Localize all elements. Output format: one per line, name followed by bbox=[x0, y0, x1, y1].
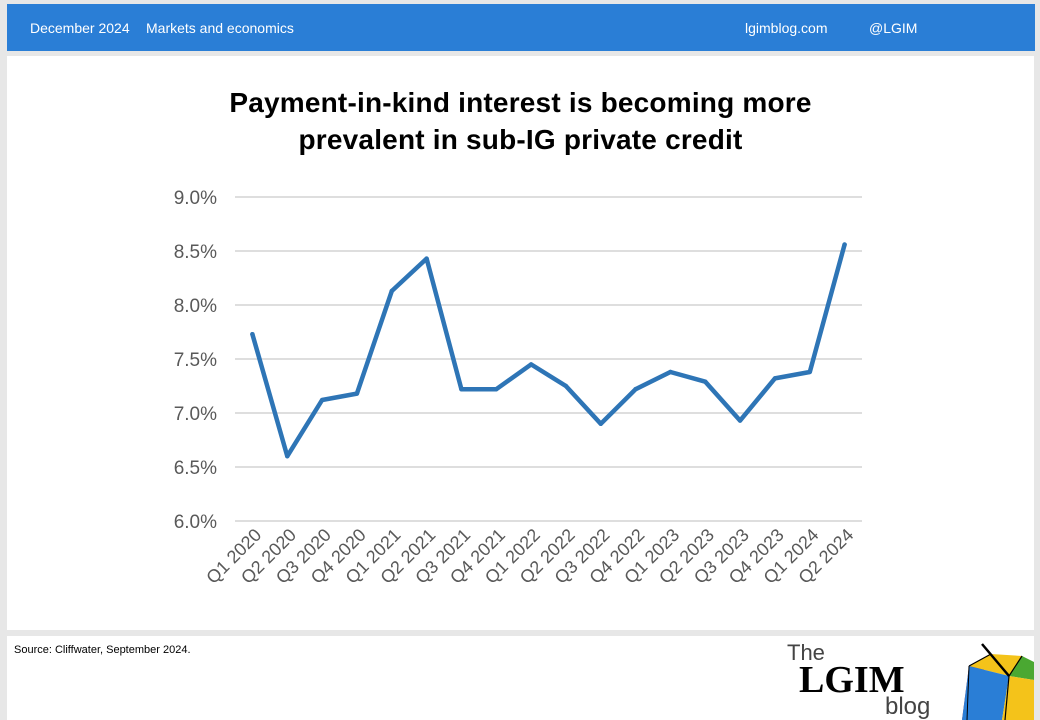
data-point bbox=[354, 391, 360, 396]
data-point bbox=[772, 376, 778, 381]
y-tick-label: 8.0% bbox=[174, 296, 217, 317]
chart-panel: Payment-in-kind interest is becoming mor… bbox=[7, 56, 1034, 630]
data-point bbox=[528, 362, 534, 367]
y-tick-label: 9.0% bbox=[174, 188, 217, 209]
data-point bbox=[285, 454, 290, 459]
logo-the: The bbox=[787, 640, 825, 665]
logo-blog: blog bbox=[885, 693, 930, 720]
data-point bbox=[424, 256, 429, 261]
chart-title: Payment-in-kind interest is becoming mor… bbox=[7, 84, 1034, 158]
umbrella-icon bbox=[962, 643, 1034, 720]
y-tick-label: 8.5% bbox=[174, 242, 217, 263]
series-line bbox=[250, 242, 847, 459]
header-social-handle[interactable]: @LGIM bbox=[869, 20, 918, 36]
data-point bbox=[250, 331, 255, 337]
data-point bbox=[668, 369, 673, 375]
y-tick-label: 7.0% bbox=[174, 404, 217, 425]
data-point bbox=[389, 288, 394, 294]
data-point bbox=[703, 379, 708, 384]
data-point bbox=[319, 397, 325, 403]
y-tick-label: 6.0% bbox=[174, 512, 217, 533]
data-point bbox=[459, 387, 464, 392]
data-point bbox=[494, 387, 499, 392]
data-point bbox=[842, 242, 847, 247]
logo-name: LGIM bbox=[799, 659, 905, 701]
lgim-blog-logo: The LGIM blog bbox=[787, 640, 1034, 720]
top-bar: December 2024 Markets and economics lgim… bbox=[7, 4, 1035, 51]
y-tick-label: 6.5% bbox=[174, 458, 217, 479]
y-tick-label: 7.5% bbox=[174, 350, 217, 371]
footer: Source: Cliffwater, September 2024. The … bbox=[7, 636, 1034, 720]
data-point bbox=[633, 387, 638, 392]
data-point bbox=[737, 418, 743, 423]
data-point bbox=[563, 383, 569, 389]
header-date: December 2024 bbox=[30, 20, 130, 36]
data-point bbox=[807, 369, 812, 375]
source-note: Source: Cliffwater, September 2024. bbox=[14, 644, 191, 656]
header-category: Markets and economics bbox=[146, 20, 294, 36]
header-site-link[interactable]: lgimblog.com bbox=[745, 20, 828, 36]
chart-title-line-2: prevalent in sub-IG private credit bbox=[298, 124, 743, 155]
chart-title-line-1: Payment-in-kind interest is becoming mor… bbox=[229, 87, 812, 118]
data-point bbox=[598, 421, 603, 426]
